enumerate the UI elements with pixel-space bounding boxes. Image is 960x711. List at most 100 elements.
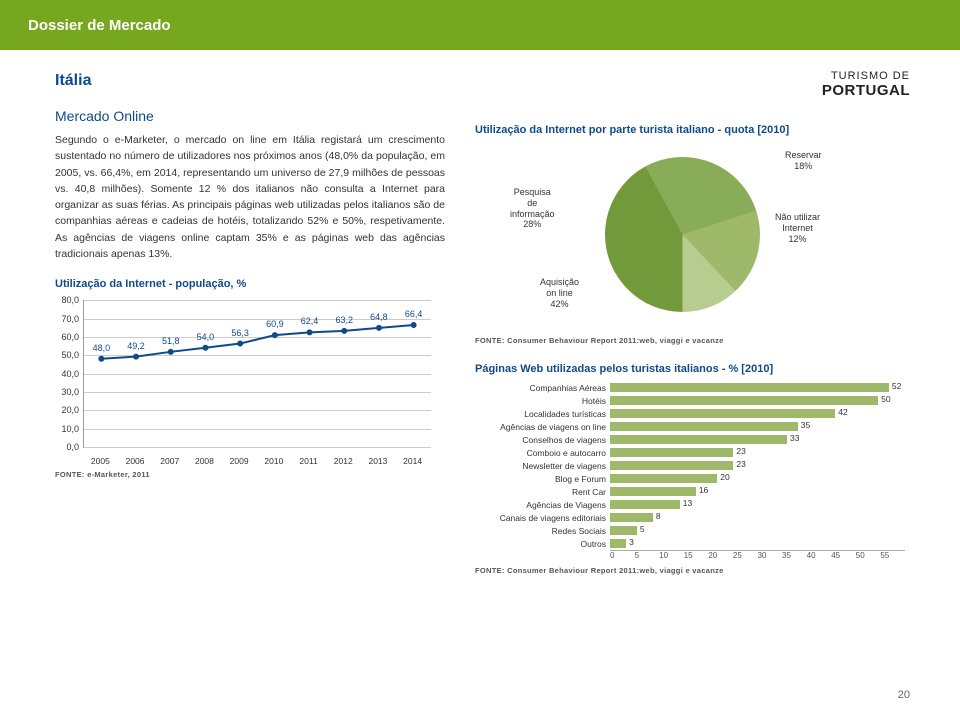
hbar-row: Agências de viagens on line 35 — [475, 420, 905, 433]
header-bar: Dossier de Mercado — [0, 0, 960, 50]
hbar-value: 50 — [881, 394, 890, 404]
body-paragraph: Segundo o e-Marketer, o mercado on line … — [55, 132, 445, 262]
pie-disc — [605, 157, 760, 312]
hbar-row: Companhias Aéreas 52 — [475, 381, 905, 394]
line-ytick: 70,0 — [55, 314, 79, 324]
line-xtick: 2013 — [368, 456, 387, 466]
hbar-category: Canais de viagens editoriais — [475, 513, 610, 523]
hbar-xtick: 15 — [684, 551, 709, 560]
hbar-value: 8 — [656, 511, 661, 521]
hbar-row: Redes Sociais 5 — [475, 524, 905, 537]
hbar-category: Agências de Viagens — [475, 500, 610, 510]
hbar-xtick: 45 — [831, 551, 856, 560]
line-xtick: 2010 — [264, 456, 283, 466]
line-chart-title: Utilização da Internet - população, % — [55, 278, 445, 290]
hbar-xtick: 35 — [782, 551, 807, 560]
pie-chart-title: Utilização da Internet por parte turista… — [475, 124, 910, 136]
hbar-category: Rent Car — [475, 487, 610, 497]
section-title: Mercado Online — [55, 108, 445, 124]
hbar-value: 5 — [640, 524, 645, 534]
hbar-value: 3 — [629, 537, 634, 547]
hbar-bar — [610, 422, 798, 431]
hbar-value: 16 — [699, 485, 708, 495]
hbar-xtick: 40 — [807, 551, 832, 560]
hbar-category: Agências de viagens on line — [475, 422, 610, 432]
hbar-value: 13 — [683, 498, 692, 508]
hbar-row: Canais de viagens editoriais 8 — [475, 511, 905, 524]
hbar-xtick: 20 — [708, 551, 733, 560]
line-ytick: 80,0 — [55, 295, 79, 305]
hbar-bar — [610, 409, 835, 418]
hbar-xtick: 25 — [733, 551, 758, 560]
hbar-chart-title: Páginas Web utilizadas pelos turistas it… — [475, 363, 910, 375]
hbar-value: 52 — [892, 381, 901, 391]
line-chart-source: FONTE: e-Marketer, 2011 — [55, 470, 445, 479]
hbar-xtick: 30 — [757, 551, 782, 560]
logo-line2: PORTUGAL — [822, 82, 910, 99]
line-xtick: 2006 — [126, 456, 145, 466]
hbar-value: 20 — [720, 472, 729, 482]
hbar-category: Outros — [475, 539, 610, 549]
pie-slice-label: Aquisiçãoon line42% — [540, 277, 579, 309]
brand-logo: TURISMO DE PORTUGAL — [822, 70, 910, 99]
line-xtick: 2005 — [91, 456, 110, 466]
hbar-row: Blog e Forum20 — [475, 472, 905, 485]
line-xtick: 2014 — [403, 456, 422, 466]
hbar-row: Agências de Viagens 13 — [475, 498, 905, 511]
hbar-bar — [610, 383, 889, 392]
pie-slice-label: Pesquisadeinformação28% — [510, 187, 555, 230]
pie-slice-label: Reservar18% — [785, 150, 822, 172]
hbar-xtick: 55 — [880, 551, 905, 560]
line-ytick: 30,0 — [55, 387, 79, 397]
hbar-xtick: 10 — [659, 551, 684, 560]
hbar-bar — [610, 526, 637, 535]
hbar-row: Rent Car 16 — [475, 485, 905, 498]
line-ytick: 60,0 — [55, 332, 79, 342]
hbar-category: Companhias Aéreas — [475, 383, 610, 393]
hbar-xtick: 5 — [635, 551, 660, 560]
line-xtick: 2009 — [230, 456, 249, 466]
hbar-bar — [610, 487, 696, 496]
hbar-bar — [610, 513, 653, 522]
hbar-row: Localidades turísticas 42 — [475, 407, 905, 420]
hbar-category: Hotéis — [475, 396, 610, 406]
hbar-row: Comboio e autocarro 23 — [475, 446, 905, 459]
line-xtick: 2008 — [195, 456, 214, 466]
hbar-xtick: 50 — [856, 551, 881, 560]
hbar-bar — [610, 539, 626, 548]
hbar-value: 23 — [736, 446, 745, 456]
page-number: 20 — [898, 689, 910, 701]
line-plot-area: 48,049,251,854,056,360,962,463,264,866,4 — [83, 300, 431, 448]
hbar-bar — [610, 474, 717, 483]
hbar-bar — [610, 461, 733, 470]
hbar-bar — [610, 448, 733, 457]
line-ytick: 40,0 — [55, 369, 79, 379]
line-chart: 48,049,251,854,056,360,962,463,264,866,4… — [55, 296, 435, 466]
line-xtick: 2007 — [160, 456, 179, 466]
hbar-chart-source: FONTE: Consumer Behaviour Report 2011:we… — [475, 566, 910, 575]
hbar-category: Newsletter de viagens — [475, 461, 610, 471]
hbar-xtick: 0 — [610, 551, 635, 560]
line-xtick: 2012 — [334, 456, 353, 466]
right-column: Utilização da Internet por parte turista… — [475, 108, 910, 575]
line-ytick: 20,0 — [55, 405, 79, 415]
hbar-value: 42 — [838, 407, 847, 417]
hbar-category: Localidades turísticas — [475, 409, 610, 419]
hbar-category: Redes Sociais — [475, 526, 610, 536]
left-column: Mercado Online Segundo o e-Marketer, o m… — [55, 108, 445, 575]
main-columns: Mercado Online Segundo o e-Marketer, o m… — [0, 108, 960, 575]
hbar-bar — [610, 396, 878, 405]
pie-chart-source: FONTE: Consumer Behaviour Report 2011:we… — [475, 336, 910, 345]
line-xtick: 2011 — [299, 456, 317, 466]
line-ytick: 0,0 — [55, 442, 79, 452]
hbar-category: Conselhos de viagens — [475, 435, 610, 445]
hbar-row: Outros 3 — [475, 537, 905, 550]
logo-line1: TURISMO DE — [822, 70, 910, 82]
pie-slice-label: Não utilizarInternet12% — [775, 212, 820, 244]
header-title: Dossier de Mercado — [28, 17, 171, 34]
hbar-value: 35 — [801, 420, 810, 430]
hbar-row: Conselhos de viagens33 — [475, 433, 905, 446]
hbar-row: Newsletter de viagens23 — [475, 459, 905, 472]
hbar-category: Comboio e autocarro — [475, 448, 610, 458]
line-ytick: 10,0 — [55, 424, 79, 434]
